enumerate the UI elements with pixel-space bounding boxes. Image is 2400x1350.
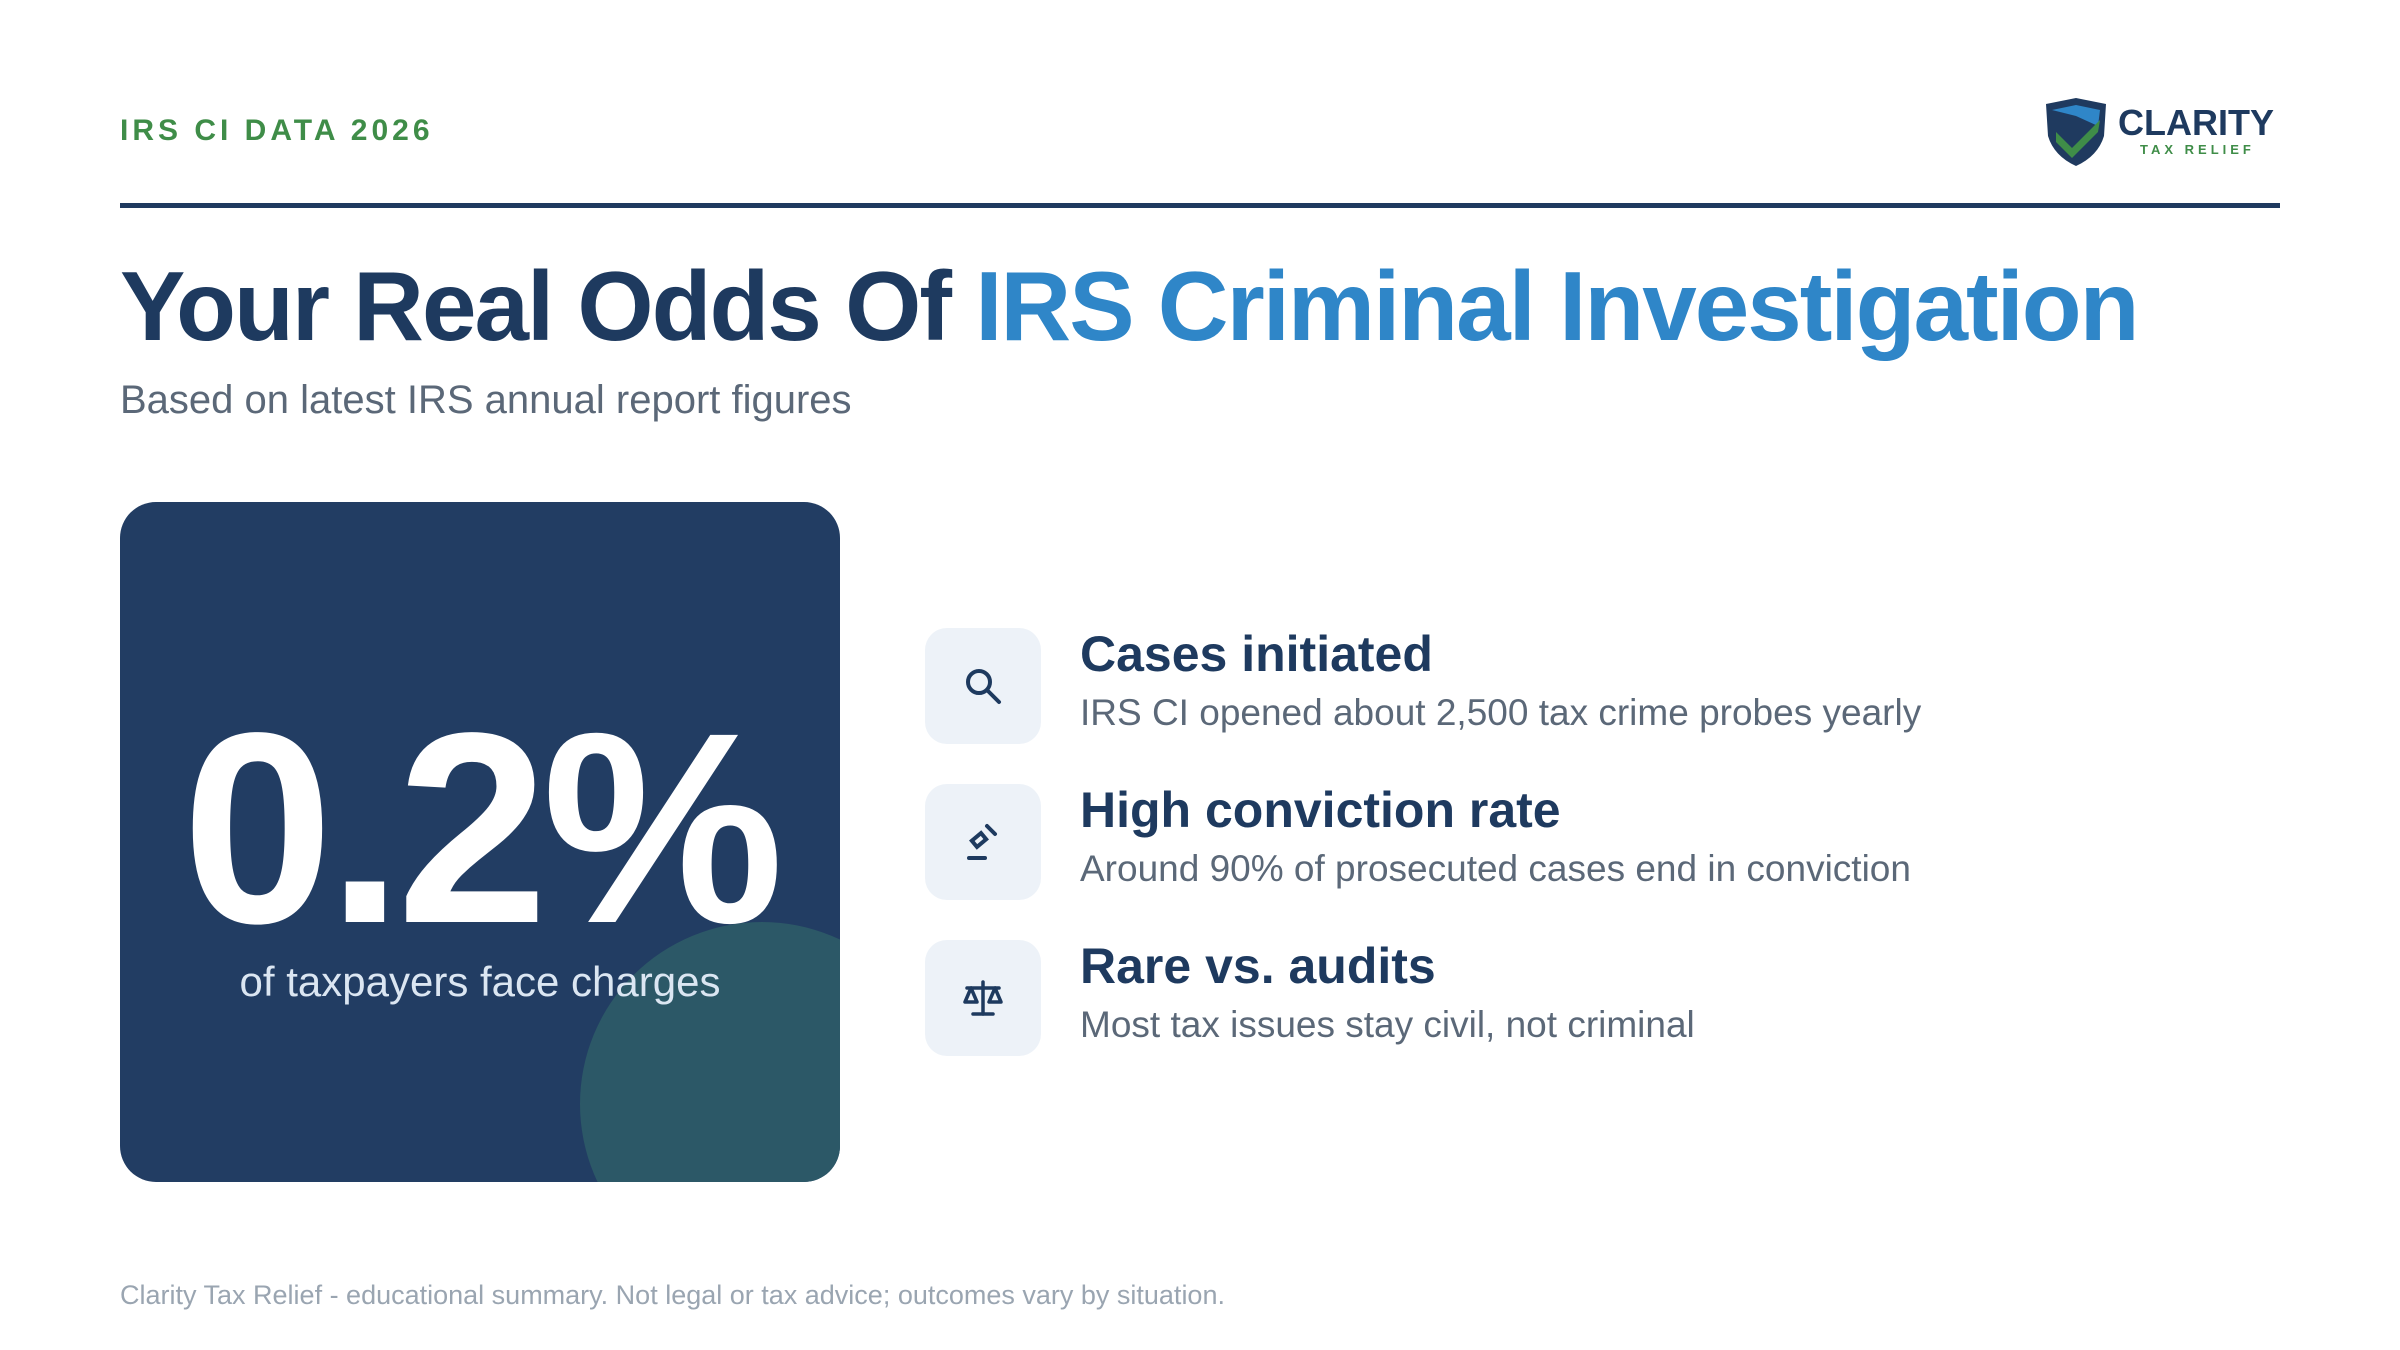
item-text: IRS CI opened about 2,500 tax crime prob…: [1080, 692, 1922, 733]
logo: CLARITY TAX RELIEF: [2040, 96, 2280, 168]
item-text: Most tax issues stay civil, not criminal: [1080, 1004, 1695, 1045]
logo-name: CLARITY: [2118, 102, 2274, 143]
item-title: High conviction rate: [1080, 782, 1561, 838]
logo-tagline: TAX RELIEF: [2140, 142, 2255, 157]
logo-shield: [2046, 98, 2106, 166]
stat-value: 0.2%: [182, 676, 784, 980]
title: Your Real Odds Of IRS Criminal Investiga…: [120, 250, 2140, 363]
footer: Clarity Tax Relief - educational summary…: [120, 1280, 1225, 1310]
eyebrow: IRS CI DATA 2026: [120, 114, 434, 147]
item-title: Cases initiated: [1080, 626, 1433, 682]
subtitle: Based on latest IRS annual report figure…: [120, 378, 852, 422]
icon-search: [925, 628, 1041, 744]
title-lead: Your Real Odds Of: [120, 251, 952, 361]
stat-caption: of taxpayers face charges: [239, 958, 721, 1005]
icon-scale: [925, 940, 1041, 1056]
item-text: Around 90% of prosecuted cases end in co…: [1080, 848, 1911, 889]
item-title: Rare vs. audits: [1080, 938, 1436, 994]
title-highlight: IRS Criminal Investigation: [975, 251, 2139, 361]
stat-card: 0.2% of taxpayers face charges: [120, 502, 840, 1182]
divider: [120, 203, 2280, 208]
icon-gavel: [925, 784, 1041, 900]
